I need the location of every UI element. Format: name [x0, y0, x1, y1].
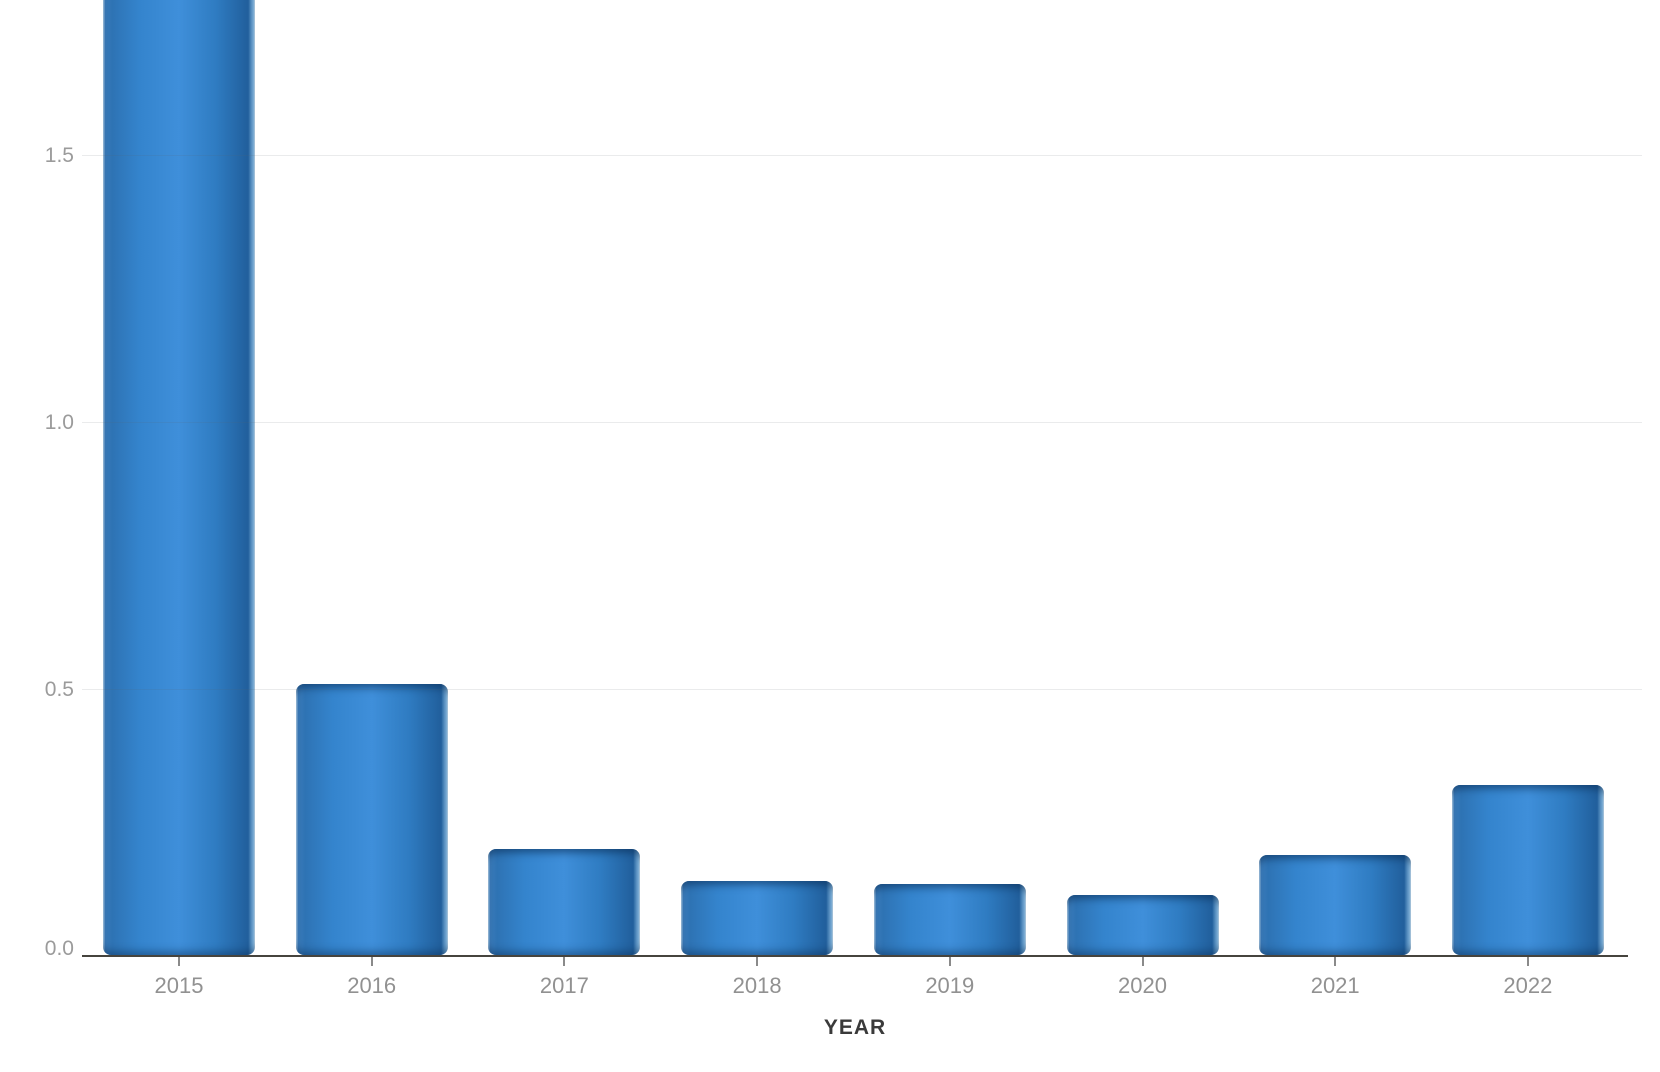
- y-axis-label-1.0: 1.0: [44, 411, 74, 434]
- bar-2017[interactable]: [488, 849, 641, 955]
- x-axis-label-2017: 2017: [539, 973, 589, 998]
- bar-2020[interactable]: [1066, 894, 1219, 955]
- bar-2021[interactable]: [1259, 854, 1412, 955]
- x-axis-label-2021: 2021: [1310, 973, 1360, 998]
- x-tick-2018: [756, 957, 759, 966]
- bar-2019[interactable]: [873, 883, 1026, 955]
- gridline-1.5: [82, 155, 1642, 156]
- x-axis-line: [82, 955, 1628, 957]
- bar-2016[interactable]: [295, 683, 448, 955]
- bar-2018[interactable]: [681, 881, 834, 955]
- x-tick-2020: [1141, 957, 1144, 966]
- x-axis-label-2018: 2018: [732, 973, 782, 998]
- x-tick-2021: [1334, 957, 1337, 966]
- bar-2015[interactable]: [103, 0, 255, 955]
- x-tick-2022: [1526, 957, 1529, 966]
- x-tick-2017: [563, 957, 566, 966]
- x-axis-label-2016: 2016: [347, 973, 397, 998]
- x-tick-2016: [370, 957, 373, 966]
- y-axis-label-0.0: 0.0: [44, 937, 74, 960]
- x-tick-2019: [948, 957, 951, 966]
- x-axis-label-2015: 2015: [154, 973, 204, 998]
- bar-2022[interactable]: [1451, 785, 1604, 955]
- x-axis-label-2020: 2020: [1118, 973, 1167, 998]
- y-axis-label-1.5: 1.5: [44, 144, 74, 167]
- y-axis-label-0.5: 0.5: [44, 678, 74, 701]
- x-tick-2015: [178, 957, 180, 966]
- x-axis-label-2019: 2019: [925, 973, 975, 998]
- gridline-1.0: [82, 422, 1642, 423]
- x-axis-label-2022: 2022: [1503, 973, 1553, 998]
- x-axis-title: YEAR: [823, 1016, 887, 1039]
